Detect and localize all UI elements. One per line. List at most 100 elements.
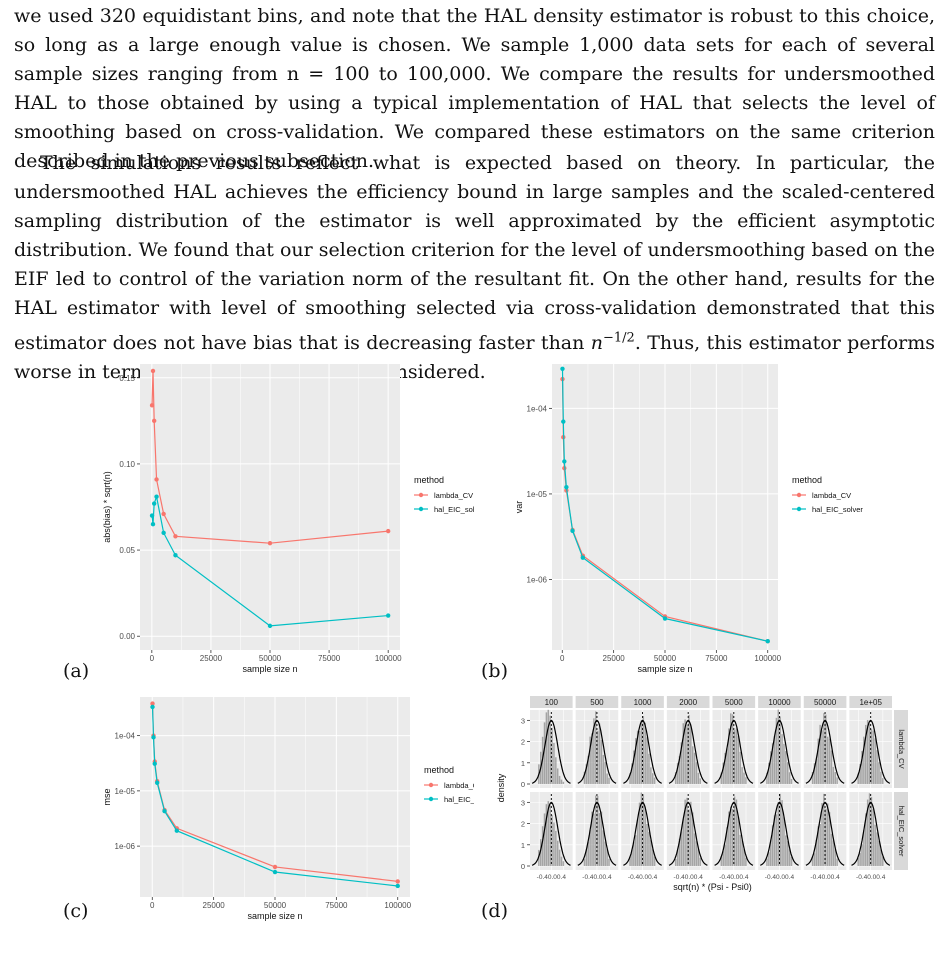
x-tick-label: 100000 — [384, 901, 411, 910]
x-tick-label: 100000 — [375, 654, 402, 663]
histogram-bar — [604, 841, 606, 866]
histogram-bar — [726, 748, 728, 784]
histogram-bar — [545, 804, 548, 866]
histogram-bar — [880, 771, 882, 784]
x-tick-label: 50000 — [259, 654, 282, 663]
histogram-bar — [863, 829, 865, 866]
histogram-bar — [646, 823, 648, 866]
histogram-bar — [769, 839, 772, 866]
histogram-bar — [735, 799, 738, 866]
histogram-bar — [642, 794, 645, 866]
histogram-bar — [878, 840, 880, 866]
y-tick-label: 1e-05 — [527, 490, 548, 499]
x-axis-title: sample size n — [242, 664, 297, 674]
legend-label-hal_EIC_solver: hal_EIC_solver — [444, 795, 474, 804]
x-tick-label: 25000 — [203, 901, 226, 910]
histogram-bar — [737, 816, 740, 866]
facet-strip-col — [803, 696, 847, 708]
histogram-bar — [596, 730, 599, 784]
histogram-bar — [600, 740, 603, 784]
facet-strip-label: 5000 — [725, 698, 743, 707]
histogram-bar — [735, 728, 738, 784]
histogram-bar — [606, 849, 608, 866]
histogram-bar — [562, 861, 565, 866]
histogram-bar — [600, 811, 603, 866]
histogram-bar — [650, 767, 652, 784]
histogram-bar — [695, 762, 698, 784]
histogram-bar — [551, 727, 553, 784]
histogram-bar — [560, 779, 563, 784]
histogram-bar — [722, 851, 724, 866]
facet-strip-col — [530, 696, 573, 708]
x-axis-title: sqrt(n) * (Psi - Psi0) — [673, 882, 752, 892]
histogram-bar — [724, 844, 726, 866]
y-tick-label: 0.10 — [119, 460, 135, 469]
histogram-bar — [640, 792, 643, 866]
series-line-hal_EIC_solver — [561, 368, 768, 642]
panel-b: 0 25000 50000 75000 100000 1e-06 1e-05 1e-04 sam… — [490, 350, 920, 680]
histogram-bar — [786, 762, 789, 784]
histogram-bar — [773, 736, 776, 784]
histogram-bar — [697, 849, 700, 866]
legend-label-lambda_CV: lambda_CV — [444, 781, 474, 790]
histogram-bar — [688, 714, 690, 784]
histogram-bar — [783, 817, 785, 866]
histogram-bar — [653, 777, 656, 784]
histogram-bar — [549, 805, 551, 866]
histogram-bar — [722, 762, 724, 784]
facet-strip-col — [712, 696, 756, 708]
histogram-bar — [741, 767, 743, 784]
facet-strip-label: 1e+05 — [859, 698, 882, 707]
facet-strip-label: 2000 — [679, 698, 697, 707]
data-point-hal_EIC_solver — [580, 555, 586, 560]
histogram-bar — [859, 764, 861, 784]
x-axis-title: sample size n — [637, 664, 692, 674]
x-tick-label: -0.40.00.4 — [856, 874, 886, 881]
histogram-bar — [635, 738, 637, 784]
histogram-bar — [743, 849, 745, 866]
facet-strip-row-label: lambda_CV — [897, 729, 906, 768]
histogram-bar — [790, 857, 793, 866]
histogram-bar — [541, 826, 544, 866]
data-point-hal_EIC_solver — [765, 639, 770, 644]
histogram-bar — [872, 808, 875, 866]
x-axis-title: sample size n — [247, 911, 302, 921]
facet-strip-row — [894, 792, 908, 870]
math-exponent: −1/2 — [603, 330, 635, 346]
histogram-bar — [684, 799, 686, 866]
histogram-bar — [693, 752, 696, 784]
y-tick-label: 0 — [521, 780, 525, 789]
histogram-bar — [817, 738, 819, 784]
histogram-bar — [608, 777, 610, 784]
histogram-bar — [636, 730, 639, 784]
histogram-bar — [741, 840, 743, 866]
legend-key-point — [796, 492, 802, 498]
data-point-hal_EIC_solver — [561, 419, 566, 424]
data-point-lambda_CV — [150, 701, 155, 706]
data-point-lambda_CV — [151, 418, 157, 424]
y-tick-label: 1 — [521, 759, 525, 768]
histogram-bar — [866, 719, 869, 784]
data-point-hal_EIC_solver — [154, 780, 160, 785]
data-point-lambda_CV — [154, 477, 159, 482]
histogram-bar — [823, 793, 825, 866]
histogram-bar — [811, 857, 814, 866]
y-tick-label: 1e-05 — [115, 787, 136, 796]
histogram-bar — [688, 809, 690, 866]
histogram-bar — [785, 835, 787, 866]
facet-strip-label: 50000 — [814, 698, 837, 707]
data-point-hal_EIC_solver — [150, 704, 155, 710]
facet-strip-row-label: hal_EIC_solver — [897, 806, 906, 857]
data-point-hal_EIC_solver — [154, 494, 159, 499]
histogram-bar — [811, 772, 814, 784]
x-tick-label: 75000 — [318, 654, 341, 663]
chart-b: 0 25000 50000 75000 100000 1e-06 1e-05 1e-04 sam… — [514, 364, 863, 674]
data-point-hal_EIC_solver — [395, 883, 400, 889]
x-tick-label: -0.40.00.4 — [582, 874, 612, 881]
facet-strip-col — [758, 696, 801, 708]
y-axis-title: abs(bias) * sqrt(n) — [102, 471, 112, 543]
histogram-bar — [631, 849, 633, 866]
series-line-hal_EIC_solver — [151, 494, 389, 627]
histogram-bar — [745, 857, 747, 866]
